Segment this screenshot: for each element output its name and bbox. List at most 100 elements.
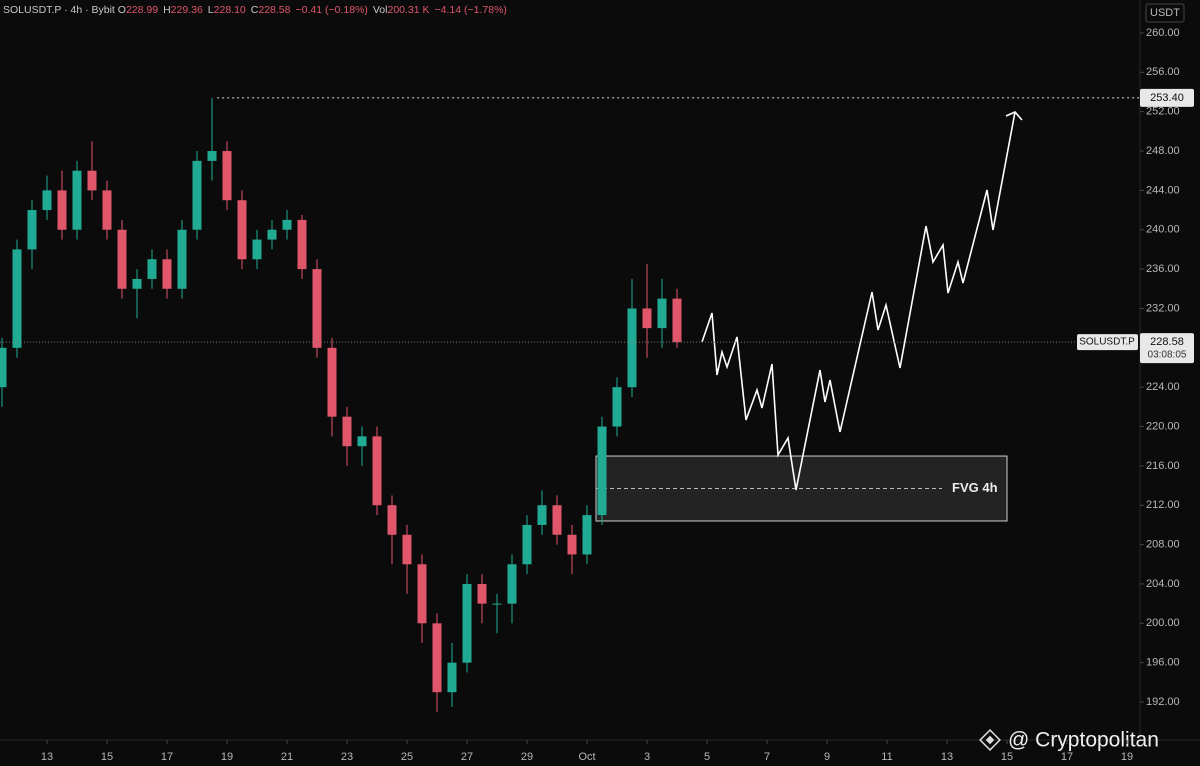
y-tick-label: 216.00: [1146, 460, 1180, 472]
x-tick-label: 19: [1121, 751, 1133, 763]
field-key: L: [207, 4, 214, 16]
fvg-label: FVG 4h: [952, 480, 998, 495]
currency-label: USDT: [1150, 7, 1180, 19]
field-key: H: [163, 4, 171, 16]
y-tick-label: 200.00: [1146, 617, 1180, 629]
watermark: @ Cryptopolitan: [1008, 729, 1159, 752]
candle-body: [402, 534, 412, 565]
x-tick-label: 5: [704, 751, 710, 763]
symbol-label: SOLUSDT.P: [1079, 337, 1135, 348]
candle-body: [327, 347, 337, 417]
candle-body: [132, 278, 142, 289]
candle-body: [222, 151, 232, 201]
x-tick-label: 13: [41, 751, 53, 763]
candle-body: [387, 505, 397, 535]
x-tick-label: Oct: [578, 751, 595, 763]
x-tick-label: 17: [1061, 751, 1073, 763]
candle-body: [72, 170, 82, 230]
projection-path: [701, 111, 1016, 491]
x-tick-label: 15: [1001, 751, 1013, 763]
header: SOLUSDT.P · 4h · Bybit O228.99 H229.36 L22…: [3, 4, 512, 16]
candle-body: [672, 298, 682, 343]
x-tick-label: 27: [461, 751, 473, 763]
x-tick-label: 3: [644, 751, 650, 763]
y-tick-label: 208.00: [1146, 539, 1180, 551]
y-tick-label: 232.00: [1146, 302, 1180, 314]
x-tick-label: 21: [281, 751, 293, 763]
y-tick-label: 236.00: [1146, 263, 1180, 275]
candle-body: [642, 308, 652, 329]
x-tick-label: 7: [764, 751, 770, 763]
last-price-box: [1140, 333, 1194, 364]
candle-body: [42, 190, 52, 211]
candle-body: [207, 151, 217, 161]
candle-body: [12, 249, 22, 348]
candle-body: [27, 210, 37, 250]
y-tick-label: 196.00: [1146, 657, 1180, 669]
candle-body: [492, 603, 502, 605]
candle-body: [117, 229, 127, 289]
candle-body: [102, 190, 112, 230]
field-value: −4.14 (−1.78%): [434, 4, 507, 16]
candle-body: [462, 583, 472, 663]
countdown-label: 03:08:05: [1148, 350, 1187, 361]
candle-body: [147, 259, 157, 279]
candle-body: [177, 229, 187, 289]
x-tick-label: 17: [161, 751, 173, 763]
candle-body: [267, 229, 277, 240]
candle-body: [417, 564, 427, 624]
candle-body: [282, 219, 292, 230]
x-tick-label: 11: [881, 751, 892, 763]
last-price-label: 228.58: [1150, 336, 1184, 348]
candle-body: [552, 505, 562, 535]
candle-body: [0, 347, 7, 388]
x-tick-label: 25: [401, 751, 413, 763]
symbol: SOLUSDT.P · 4h · Bybit: [3, 4, 115, 16]
currency-box: [1145, 3, 1185, 23]
x-tick-label: 9: [824, 751, 830, 763]
candle-body: [567, 534, 577, 555]
x-tick-label: 23: [341, 751, 353, 763]
projection-arrowhead: [1005, 111, 1023, 121]
candle-body: [657, 298, 667, 329]
candle-body: [477, 583, 487, 604]
field-key: C: [250, 4, 259, 16]
candle-body: [237, 200, 247, 260]
x-tick-label: 15: [101, 751, 113, 763]
candle-body: [357, 436, 367, 447]
y-tick-label: 252.00: [1146, 106, 1180, 118]
candle-body: [507, 564, 517, 604]
field-key: Vol: [372, 4, 388, 16]
y-tick-label: 220.00: [1146, 420, 1180, 432]
y-tick-label: 244.00: [1146, 184, 1180, 196]
candle-body: [612, 387, 622, 427]
candle-body: [297, 219, 307, 270]
candle-body: [312, 269, 322, 348]
y-tick-label: 256.00: [1146, 66, 1180, 78]
high-line-box: [1140, 88, 1194, 107]
x-tick-label: 13: [941, 751, 953, 763]
y-tick-label: 212.00: [1146, 499, 1180, 511]
candle-body: [87, 170, 97, 191]
field-value: 228.58: [258, 4, 291, 16]
candle-body: [597, 426, 607, 516]
candle-body: [447, 662, 457, 693]
candle-body: [342, 416, 352, 447]
field-value: 229.36: [170, 4, 203, 16]
field-value: 200.31 K: [387, 4, 430, 16]
high-line-label: 253.40: [1150, 92, 1184, 104]
candle-body: [192, 160, 202, 230]
x-tick-label: 19: [221, 751, 233, 763]
field-key: O: [117, 4, 126, 16]
y-tick-label: 204.00: [1146, 578, 1180, 590]
candle-body: [582, 515, 592, 555]
y-tick-label: 224.00: [1146, 381, 1180, 393]
candle-body: [432, 623, 442, 693]
field-value: 228.10: [213, 4, 246, 16]
plot: FVG 4h: [0, 97, 1008, 712]
candle-body: [627, 308, 637, 388]
y-tick-label: 240.00: [1146, 224, 1180, 236]
symbol-box: [1077, 334, 1138, 351]
